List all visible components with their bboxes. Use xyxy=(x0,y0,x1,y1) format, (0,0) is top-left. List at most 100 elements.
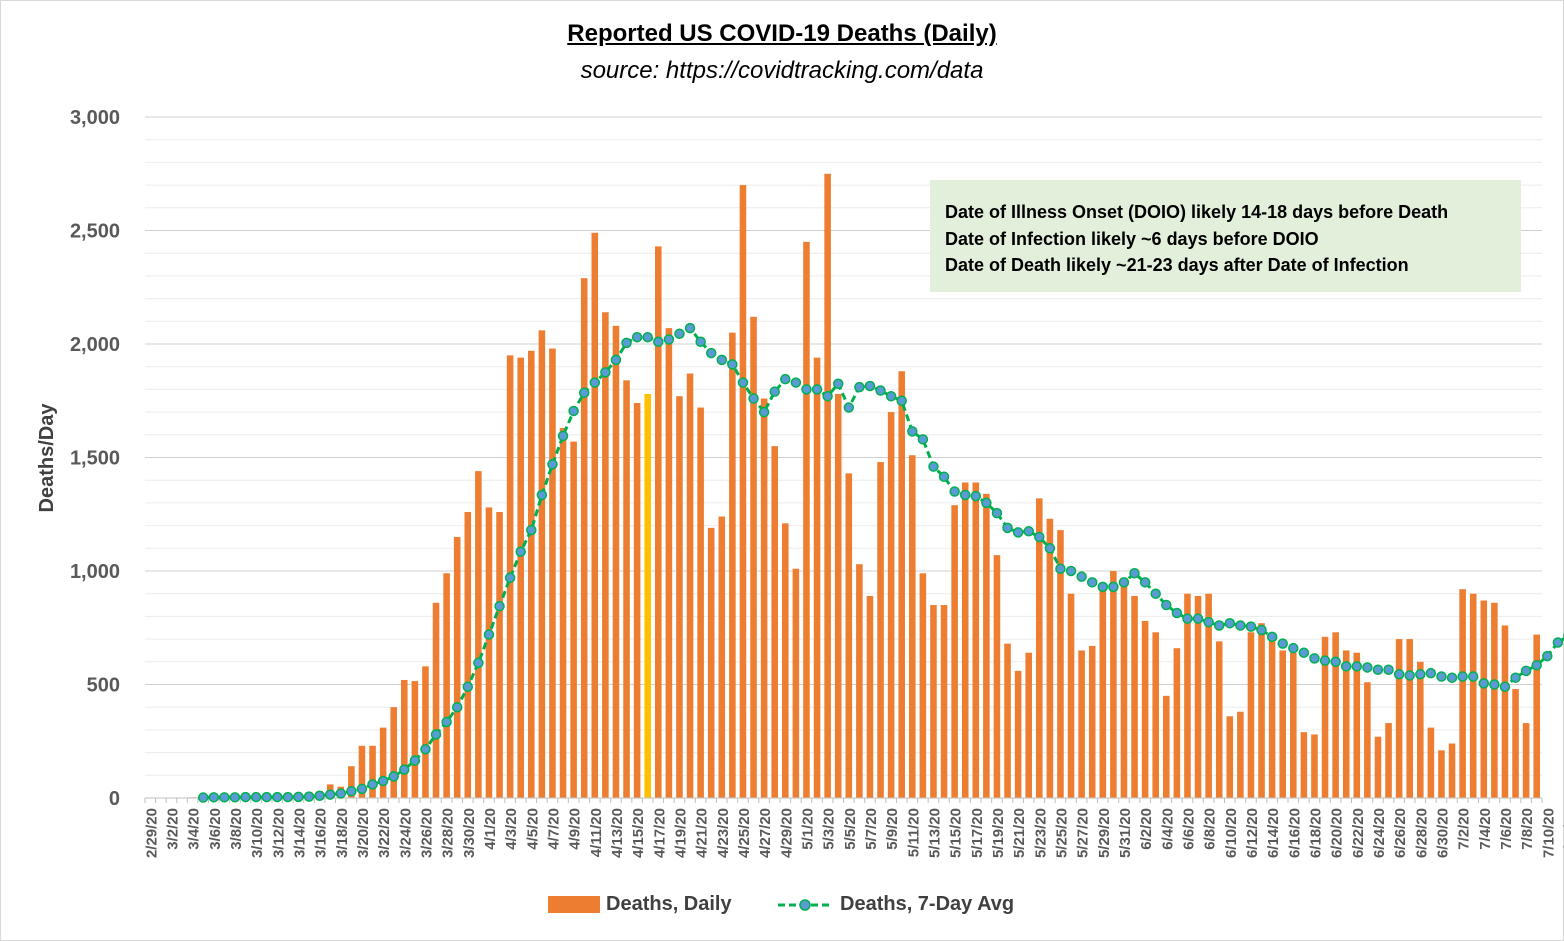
avg-marker xyxy=(748,393,759,404)
bar xyxy=(993,555,1001,798)
avg-marker xyxy=(526,524,537,536)
avg-marker xyxy=(240,791,251,803)
avg-marker xyxy=(1203,616,1214,628)
y-axis-label: Deaths/Day xyxy=(36,403,58,513)
avg-marker xyxy=(1065,565,1077,577)
bar xyxy=(1374,736,1382,798)
avg-marker xyxy=(1139,577,1151,588)
bar xyxy=(655,246,662,798)
bar xyxy=(792,568,800,798)
avg-marker xyxy=(356,783,368,795)
bar xyxy=(1268,639,1276,798)
avg-marker xyxy=(959,489,971,501)
legend-item-daily: Deaths, Daily xyxy=(548,893,732,916)
avg-marker xyxy=(1086,577,1098,588)
bar xyxy=(1417,661,1424,798)
bar xyxy=(898,371,905,798)
bar xyxy=(411,681,419,798)
avg-marker xyxy=(399,764,410,775)
avg-marker xyxy=(896,395,907,406)
avg-marker xyxy=(1372,664,1384,675)
annotation-box: Date of Illness Onset (DOIO) likely 14-1… xyxy=(930,180,1521,292)
bar xyxy=(369,745,376,798)
x-tick-label: 3/22/20 xyxy=(376,808,393,858)
legend: Deaths, Daily Deaths, 7-Day Avg xyxy=(0,893,1564,923)
x-tick-label: 3/16/20 xyxy=(313,808,330,858)
avg-marker xyxy=(1362,662,1373,673)
avg-marker xyxy=(377,775,389,787)
bar xyxy=(750,316,757,798)
avg-marker xyxy=(705,347,717,359)
x-tick-label: 5/1/20 xyxy=(799,808,816,850)
x-tick-label: 6/30/20 xyxy=(1434,808,1451,858)
avg-marker xyxy=(229,792,241,803)
x-tick-label: 5/7/20 xyxy=(863,808,880,850)
bar xyxy=(1194,595,1202,798)
x-tick-label: 6/26/20 xyxy=(1392,808,1409,858)
bar xyxy=(887,412,895,798)
avg-marker xyxy=(1034,531,1045,543)
avg-marker xyxy=(473,657,484,669)
x-tick-label: 6/22/20 xyxy=(1350,808,1367,858)
bar xyxy=(1353,652,1361,798)
bar xyxy=(1300,732,1308,798)
x-tick-label: 3/10/20 xyxy=(249,808,266,858)
bar xyxy=(930,605,937,798)
x-tick-label: 4/29/20 xyxy=(778,808,795,858)
avg-marker xyxy=(430,729,442,740)
annotation-line: Date of Death likely ~21-23 days after D… xyxy=(945,255,1409,275)
x-axis xyxy=(144,797,1543,803)
x-tick-label: 3/24/20 xyxy=(397,808,414,858)
bar xyxy=(432,602,440,798)
bar xyxy=(1163,695,1170,798)
x-tick-label: 6/6/20 xyxy=(1180,808,1197,850)
x-tick-label: 5/27/20 xyxy=(1075,808,1092,858)
legend-bar-swatch xyxy=(548,896,600,913)
legend-label-avg: Deaths, 7-Day Avg xyxy=(840,893,1015,915)
x-tick-label: 4/23/20 xyxy=(715,808,732,858)
avg-marker xyxy=(780,373,791,385)
bar xyxy=(1067,593,1075,798)
bar xyxy=(549,348,556,798)
bar xyxy=(1279,650,1286,798)
x-tick-label: 7/2/20 xyxy=(1456,808,1473,850)
bar xyxy=(760,398,768,798)
x-tick-label: 5/9/20 xyxy=(884,808,901,850)
bar xyxy=(644,393,651,798)
avg-marker xyxy=(790,377,802,388)
avg-marker xyxy=(272,791,283,803)
x-tick-label: 3/20/20 xyxy=(355,808,372,858)
bar xyxy=(1036,498,1043,798)
bar xyxy=(813,357,821,798)
avg-marker xyxy=(1076,571,1087,582)
bar xyxy=(348,766,355,798)
y-tick-label: 3,000 xyxy=(70,107,120,129)
bar xyxy=(1311,734,1318,798)
x-tick-label: 4/7/20 xyxy=(545,808,562,850)
bar xyxy=(1088,645,1096,798)
bar xyxy=(834,393,842,798)
avg-marker xyxy=(1266,631,1278,643)
avg-marker xyxy=(1097,581,1109,593)
avg-marker xyxy=(642,331,653,343)
avg-marker xyxy=(536,489,548,501)
bar xyxy=(1258,623,1265,798)
bar xyxy=(824,173,831,798)
avg-marker xyxy=(483,629,495,640)
bar xyxy=(1141,620,1149,798)
x-tick-label: 6/2/20 xyxy=(1138,808,1155,850)
x-tick-label: 5/25/20 xyxy=(1053,808,1070,858)
avg-marker xyxy=(1319,655,1331,666)
avg-marker xyxy=(462,681,474,693)
avg-marker xyxy=(991,507,1003,519)
avg-marker xyxy=(219,792,230,803)
avg-marker xyxy=(907,426,918,437)
avg-marker xyxy=(949,486,960,497)
avg-marker xyxy=(293,791,304,803)
chart-subtitle: source: https://covidtracking.com/data xyxy=(580,57,984,84)
x-tick-label: 7/10/20 xyxy=(1540,808,1557,858)
bar xyxy=(633,403,641,798)
avg-marker xyxy=(653,336,664,347)
avg-marker xyxy=(843,402,855,413)
bar xyxy=(379,727,387,798)
